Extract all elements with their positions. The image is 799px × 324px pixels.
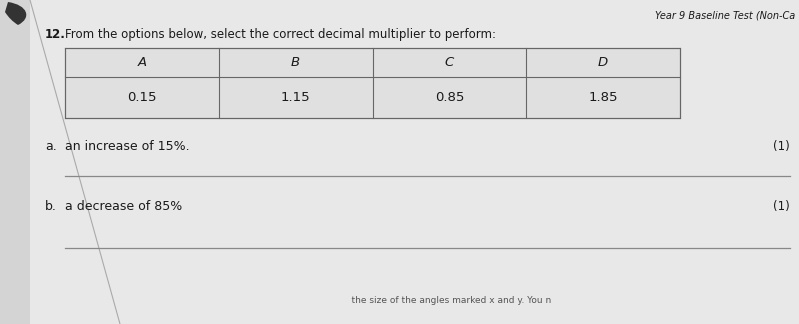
Text: D: D xyxy=(598,56,608,69)
Text: 12.: 12. xyxy=(45,28,66,41)
Text: 0.15: 0.15 xyxy=(127,91,157,104)
Text: the size of the angles marked x and y. You n: the size of the angles marked x and y. Y… xyxy=(248,296,551,305)
PathPatch shape xyxy=(5,2,26,25)
Text: B: B xyxy=(291,56,300,69)
Text: 1.15: 1.15 xyxy=(280,91,311,104)
Text: b.: b. xyxy=(45,200,57,213)
Text: Year 9 Baseline Test (Non-Ca: Year 9 Baseline Test (Non-Ca xyxy=(654,10,795,20)
Text: a.: a. xyxy=(45,140,57,153)
Text: (1): (1) xyxy=(773,200,790,213)
Text: a decrease of 85%: a decrease of 85% xyxy=(65,200,182,213)
Bar xyxy=(65,48,680,118)
Text: an increase of 15%.: an increase of 15%. xyxy=(65,140,189,153)
Text: A: A xyxy=(137,56,146,69)
Text: 1.85: 1.85 xyxy=(588,91,618,104)
Text: (1): (1) xyxy=(773,140,790,153)
Text: 0.85: 0.85 xyxy=(435,91,464,104)
Text: From the options below, select the correct decimal multiplier to perform:: From the options below, select the corre… xyxy=(65,28,496,41)
Text: C: C xyxy=(445,56,454,69)
